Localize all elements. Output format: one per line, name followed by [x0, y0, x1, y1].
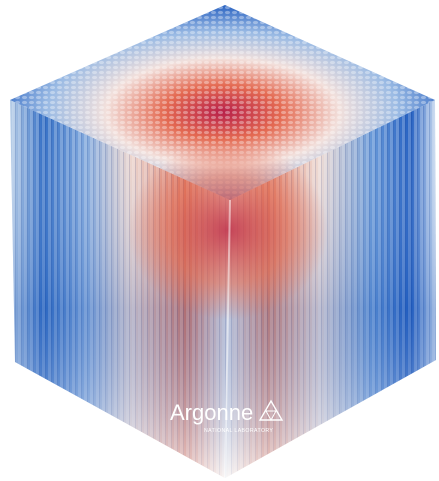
logo-name: Argonne: [170, 400, 253, 425]
page: Argonne NATIONAL LABORATORY (() => { con…: [0, 0, 439, 481]
logo-subtitle: NATIONAL LABORATORY: [204, 428, 273, 434]
cube-visualization: Argonne NATIONAL LABORATORY: [0, 0, 439, 481]
